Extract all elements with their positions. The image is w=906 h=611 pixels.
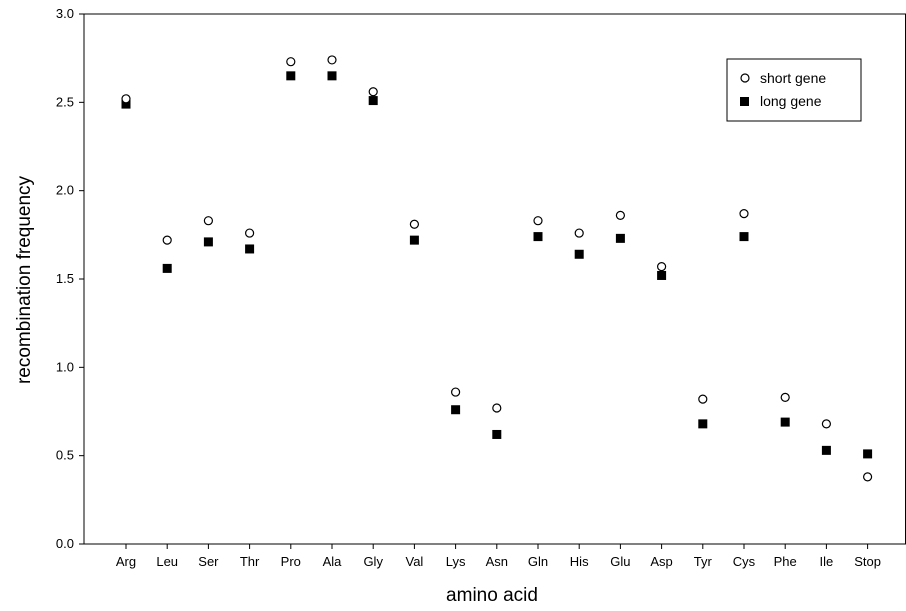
data-points (121, 55, 873, 482)
legend: short gene long gene (726, 58, 862, 122)
point-long-gene (780, 417, 790, 427)
x-tick-label: His (570, 554, 589, 569)
point-short-gene (203, 216, 213, 226)
point-long-gene (615, 233, 625, 243)
point-short-gene (574, 228, 584, 238)
point-short-gene (451, 387, 461, 397)
x-tick-label: Stop (854, 554, 881, 569)
x-tick-label: Ser (198, 554, 219, 569)
x-axis-title: amino acid (446, 585, 538, 606)
y-tick-label: 0.0 (56, 536, 74, 551)
x-tick-label: Lys (446, 554, 466, 569)
legend-marker-long-gene (740, 97, 749, 106)
x-tick-label: Leu (156, 554, 178, 569)
point-long-gene (533, 232, 543, 242)
point-short-gene (121, 94, 131, 104)
legend-label-short-gene: short gene (760, 70, 826, 86)
point-short-gene (409, 219, 419, 229)
x-tick-label: Val (405, 554, 423, 569)
point-short-gene (698, 394, 708, 404)
y-tick-label: 2.0 (56, 183, 74, 198)
y-tick-label: 1.5 (56, 271, 74, 286)
x-tick-label: Gln (528, 554, 548, 569)
point-short-gene (656, 262, 667, 272)
point-long-gene (409, 235, 419, 245)
x-tick-label: Ile (820, 554, 834, 569)
point-long-gene (162, 263, 172, 273)
point-short-gene (533, 216, 543, 226)
point-long-gene (574, 249, 584, 259)
x-tick-label: Thr (240, 554, 260, 569)
point-short-gene (615, 210, 626, 220)
point-short-gene (739, 209, 749, 219)
x-tick-label: Asp (650, 554, 672, 569)
y-tick-label: 3.0 (56, 6, 74, 21)
point-short-gene (245, 228, 255, 238)
x-tick-label: Pro (281, 554, 301, 569)
y-tick-label: 2.5 (56, 94, 74, 109)
y-tick-label: 0.5 (56, 448, 74, 463)
point-long-gene (286, 71, 296, 81)
point-long-gene (121, 99, 131, 109)
point-short-gene (368, 87, 378, 97)
point-long-gene (368, 96, 378, 106)
legend-box (726, 58, 862, 122)
point-long-gene (245, 244, 255, 254)
point-long-gene (327, 71, 337, 81)
point-long-gene (492, 429, 502, 439)
point-short-gene (862, 472, 873, 482)
point-long-gene (739, 232, 749, 242)
point-long-gene (203, 237, 213, 247)
y-tick-label: 1.0 (56, 359, 74, 374)
point-long-gene (863, 449, 873, 459)
point-short-gene (327, 55, 337, 65)
point-long-gene (451, 405, 461, 415)
point-long-gene (698, 419, 708, 429)
x-tick-label: Asn (486, 554, 508, 569)
point-short-gene (162, 235, 172, 245)
x-tick-label: Arg (116, 554, 136, 569)
point-long-gene (821, 445, 831, 455)
y-axis-ticks: 0.0 0.5 1.0 1.5 2.0 2.5 3.0 (56, 6, 84, 551)
y-axis-title: recombination frequency (14, 175, 35, 384)
point-short-gene (492, 403, 502, 413)
point-short-gene (780, 392, 790, 402)
x-tick-label: Gly (363, 554, 383, 569)
legend-label-long-gene: long gene (760, 93, 822, 109)
x-tick-label: Cys (733, 554, 756, 569)
x-axis-ticks: Arg Leu Ser Thr Pro Ala Gly Val Lys Asn Gln His Glu A… (116, 544, 881, 569)
x-tick-label: Ala (323, 554, 343, 569)
point-short-gene (821, 419, 832, 429)
legend-marker-short-gene (740, 73, 750, 83)
x-tick-label: Phe (774, 554, 797, 569)
x-tick-label: Glu (610, 554, 630, 569)
x-tick-label: Tyr (694, 554, 713, 569)
point-short-gene (286, 57, 296, 67)
point-long-gene (657, 270, 667, 280)
